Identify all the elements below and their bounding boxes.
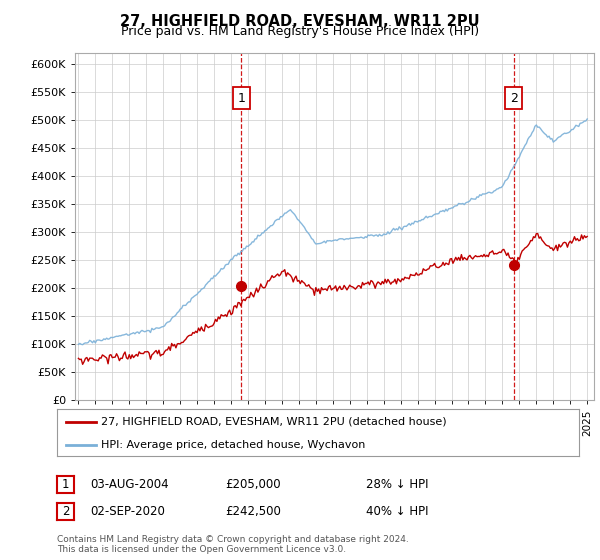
Text: £242,500: £242,500 [225,505,281,518]
Text: HPI: Average price, detached house, Wychavon: HPI: Average price, detached house, Wych… [101,440,366,450]
Text: 40% ↓ HPI: 40% ↓ HPI [366,505,428,518]
Text: 2: 2 [62,505,69,518]
Text: 02-SEP-2020: 02-SEP-2020 [90,505,165,518]
Text: £205,000: £205,000 [225,478,281,491]
Text: 1: 1 [237,91,245,105]
Text: 27, HIGHFIELD ROAD, EVESHAM, WR11 2PU (detached house): 27, HIGHFIELD ROAD, EVESHAM, WR11 2PU (d… [101,417,447,427]
Text: 03-AUG-2004: 03-AUG-2004 [90,478,169,491]
Text: 2: 2 [510,91,518,105]
Text: 1: 1 [62,478,69,491]
Text: Price paid vs. HM Land Registry's House Price Index (HPI): Price paid vs. HM Land Registry's House … [121,25,479,38]
Text: 27, HIGHFIELD ROAD, EVESHAM, WR11 2PU: 27, HIGHFIELD ROAD, EVESHAM, WR11 2PU [120,14,480,29]
Text: 28% ↓ HPI: 28% ↓ HPI [366,478,428,491]
Text: Contains HM Land Registry data © Crown copyright and database right 2024.
This d: Contains HM Land Registry data © Crown c… [57,535,409,554]
